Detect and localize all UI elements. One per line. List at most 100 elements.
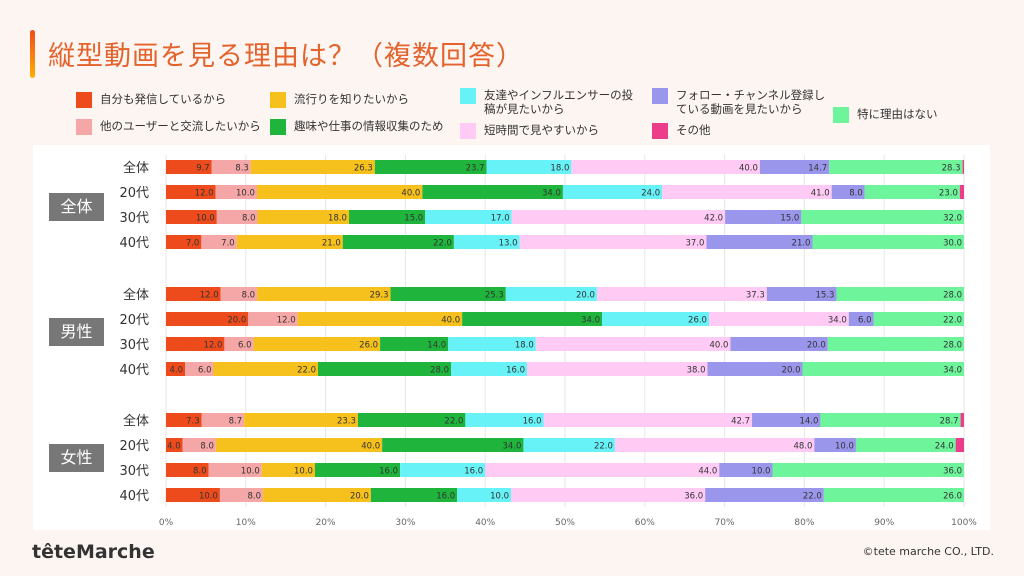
legend-label: 自分も発信しているから	[100, 92, 227, 106]
plot-area: 全体 9.7 8.3 26.3 23.7 18.0 40.0 14.7 28.3 20代 12.0 1…	[33, 145, 990, 530]
data-label: 15.0	[780, 214, 799, 224]
data-label: 16.0	[379, 467, 398, 477]
bar-segment	[216, 210, 258, 224]
bar-segment	[166, 463, 209, 477]
bar-segment	[602, 312, 709, 326]
legend-label: フォロー・チャンネル登録している動画を見たいから	[676, 88, 826, 116]
bar-segment	[256, 185, 423, 199]
legend-label: 他のユーザーと交流したいから	[100, 119, 261, 133]
data-label: 17.0	[491, 214, 510, 224]
bar-segment	[802, 362, 964, 376]
legend-item: 趣味や仕事の情報収集のため	[270, 119, 444, 135]
legend-item: 特に理由はない	[833, 107, 938, 123]
group-label: 全体	[49, 193, 104, 221]
data-label: 48.0	[793, 442, 812, 452]
legend-label: 短時間で見やすいから	[484, 123, 599, 137]
x-tick-label: 80%	[794, 518, 814, 528]
bar-segment	[708, 312, 849, 326]
title-accent-bar	[30, 30, 35, 78]
data-label: 21.0	[792, 239, 811, 249]
data-label: 28.0	[943, 341, 962, 351]
bar-segment	[827, 337, 964, 351]
row-label: 40代	[119, 489, 149, 504]
data-label: 28.0	[430, 366, 449, 376]
bar-segment	[213, 362, 318, 376]
data-label: 8.0	[242, 214, 256, 224]
bar-segment	[166, 362, 185, 376]
bar-segment	[208, 463, 262, 477]
bar-segment	[511, 488, 706, 502]
bar-segment	[706, 235, 813, 249]
row-label: 全体	[123, 413, 149, 429]
bar-segment	[801, 210, 964, 224]
bar-segment	[571, 160, 760, 174]
data-label: 28.3	[942, 164, 961, 174]
bar-segment	[596, 287, 767, 301]
bar-segment	[318, 362, 451, 376]
brand-logo: têteMarche	[32, 541, 155, 563]
bar-segment	[719, 463, 773, 477]
bar-segment	[166, 160, 212, 174]
bar-segment	[224, 337, 254, 351]
legend-item: 短時間で見やすいから	[460, 123, 599, 139]
data-label: 15.3	[816, 291, 835, 301]
bar-segment	[374, 160, 487, 174]
data-label: 14.0	[799, 417, 818, 427]
bar-segment	[250, 160, 375, 174]
bar-segment	[707, 362, 803, 376]
bar-segment	[453, 235, 520, 249]
bar-segment	[705, 488, 824, 502]
bar-segment	[523, 438, 615, 452]
legend-item: 自分も発信しているから	[76, 92, 226, 108]
data-label: 8.3	[235, 164, 249, 174]
bar-segment	[766, 287, 837, 301]
bar-segment	[219, 488, 264, 502]
data-label: 6.0	[858, 316, 872, 326]
legend-item: 友達やインフルエンサーの投稿が見たいから	[460, 88, 634, 116]
bar-segment	[297, 312, 463, 326]
data-label: 23.3	[337, 417, 356, 427]
bar-segment	[725, 210, 802, 224]
bar-segment	[562, 185, 663, 199]
bar-segment	[864, 185, 960, 199]
data-label: 36.0	[943, 467, 962, 477]
bar-segment	[462, 312, 603, 326]
legend-item: その他	[652, 123, 711, 139]
data-label: 25.3	[485, 291, 504, 301]
row-label: 30代	[119, 338, 149, 353]
bar-segment	[357, 413, 466, 427]
x-tick-label: 0%	[159, 518, 174, 528]
data-label: 10.0	[236, 189, 255, 199]
data-label: 10.0	[199, 492, 218, 502]
row-label: 全体	[123, 287, 149, 303]
bar-segment	[730, 337, 828, 351]
data-label: 23.0	[939, 189, 958, 199]
bar-segment	[829, 160, 963, 174]
data-label: 16.0	[523, 417, 542, 427]
legend-swatch	[652, 123, 668, 139]
bar-segment	[543, 413, 753, 427]
data-label: 38.0	[687, 366, 706, 376]
data-label: 34.0	[581, 316, 600, 326]
bar-segment	[519, 235, 707, 249]
row-label: 20代	[119, 313, 149, 328]
data-label: 24.0	[935, 442, 954, 452]
bar-segment	[166, 413, 202, 427]
bar-segment	[457, 488, 512, 502]
data-label: 14.0	[427, 341, 446, 351]
data-label: 26.0	[359, 341, 378, 351]
x-tick-label: 30%	[395, 518, 415, 528]
data-label: 8.0	[248, 492, 262, 502]
data-label: 15.0	[404, 214, 423, 224]
data-label: 6.0	[198, 366, 212, 376]
bar-segment	[166, 185, 216, 199]
bar-segment	[772, 463, 964, 477]
bar-segment	[485, 463, 720, 477]
data-label: 42.7	[731, 417, 750, 427]
bar-segment	[342, 235, 454, 249]
bar-segment	[390, 287, 506, 301]
data-label: 9.7	[196, 164, 210, 174]
row-label: 20代	[119, 439, 149, 454]
x-tick-label: 10%	[236, 518, 256, 528]
data-label: 26.0	[943, 492, 962, 502]
